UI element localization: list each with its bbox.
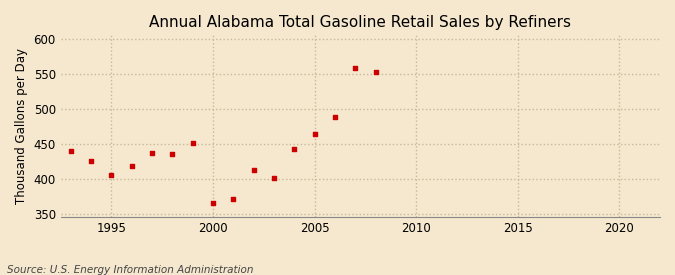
Point <box>269 176 279 180</box>
Title: Annual Alabama Total Gasoline Retail Sales by Refiners: Annual Alabama Total Gasoline Retail Sal… <box>149 15 571 30</box>
Point <box>248 168 259 173</box>
Point <box>188 141 198 145</box>
Point <box>167 152 178 156</box>
Point <box>146 151 157 155</box>
Point <box>208 200 219 205</box>
Point <box>86 159 97 164</box>
Point <box>65 149 76 153</box>
Point <box>228 197 239 201</box>
Point <box>350 65 360 70</box>
Point <box>106 172 117 177</box>
Point <box>329 115 340 119</box>
Point <box>126 163 137 168</box>
Y-axis label: Thousand Gallons per Day: Thousand Gallons per Day <box>15 48 28 204</box>
Text: Source: U.S. Energy Information Administration: Source: U.S. Energy Information Administ… <box>7 265 253 275</box>
Point <box>370 70 381 74</box>
Point <box>309 132 320 136</box>
Point <box>289 147 300 151</box>
